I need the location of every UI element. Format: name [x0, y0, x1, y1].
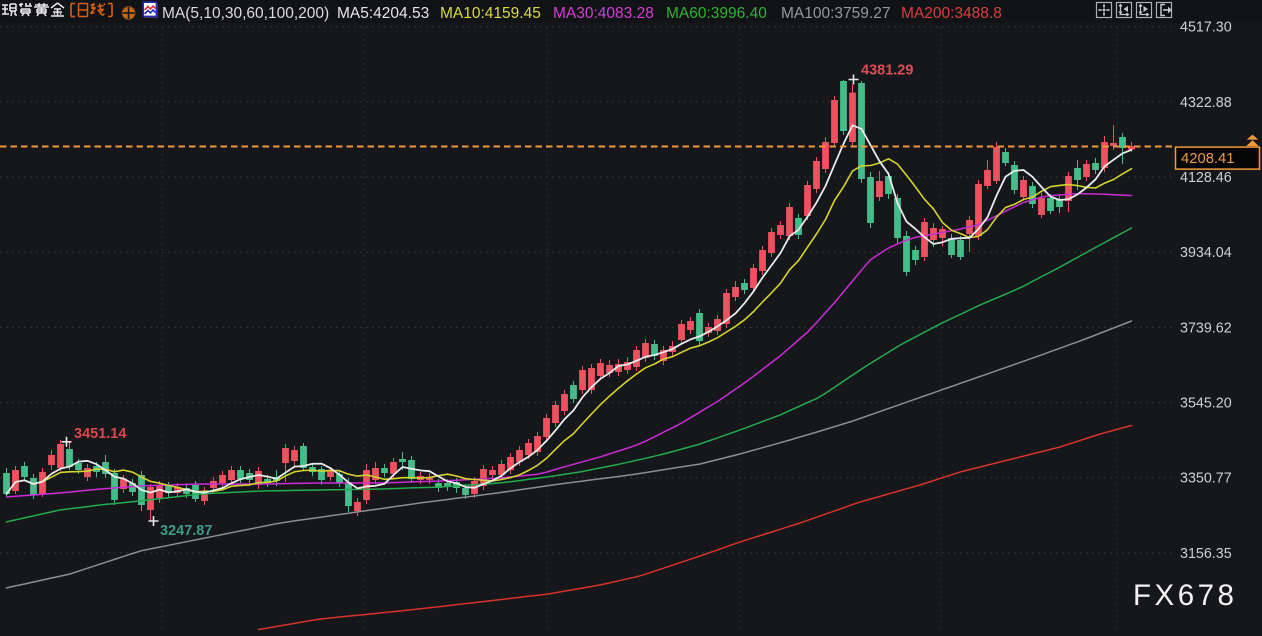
svg-text:3739.62: 3739.62: [1180, 320, 1232, 336]
svg-text:3156.35: 3156.35: [1180, 546, 1232, 562]
svg-text:3545.20: 3545.20: [1180, 396, 1232, 412]
svg-text:4517.30: 4517.30: [1180, 20, 1232, 36]
svg-text:MA10:4159.45: MA10:4159.45: [440, 5, 541, 22]
svg-text:4381.29: 4381.29: [861, 63, 913, 79]
svg-text:MA(5,10,30,60,100,200): MA(5,10,30,60,100,200): [162, 5, 329, 22]
svg-text:MA60:3996.40: MA60:3996.40: [666, 5, 767, 22]
svg-text:3451.14: 3451.14: [74, 426, 126, 442]
svg-text:3934.04: 3934.04: [1180, 245, 1232, 261]
svg-text:4208.41: 4208.41: [1181, 151, 1235, 167]
svg-text:MA5:4204.53: MA5:4204.53: [337, 5, 429, 22]
svg-text:MA200:3488.8: MA200:3488.8: [901, 5, 1002, 22]
svg-text:3247.87: 3247.87: [160, 523, 212, 539]
svg-text:4322.88: 4322.88: [1180, 95, 1232, 111]
svg-text:4128.46: 4128.46: [1180, 170, 1232, 186]
svg-text:3350.77: 3350.77: [1180, 471, 1232, 487]
svg-text:MA100:3759.27: MA100:3759.27: [781, 5, 890, 22]
svg-text:MA30:4083.28: MA30:4083.28: [553, 5, 654, 22]
svg-text:FX678: FX678: [1133, 579, 1237, 612]
